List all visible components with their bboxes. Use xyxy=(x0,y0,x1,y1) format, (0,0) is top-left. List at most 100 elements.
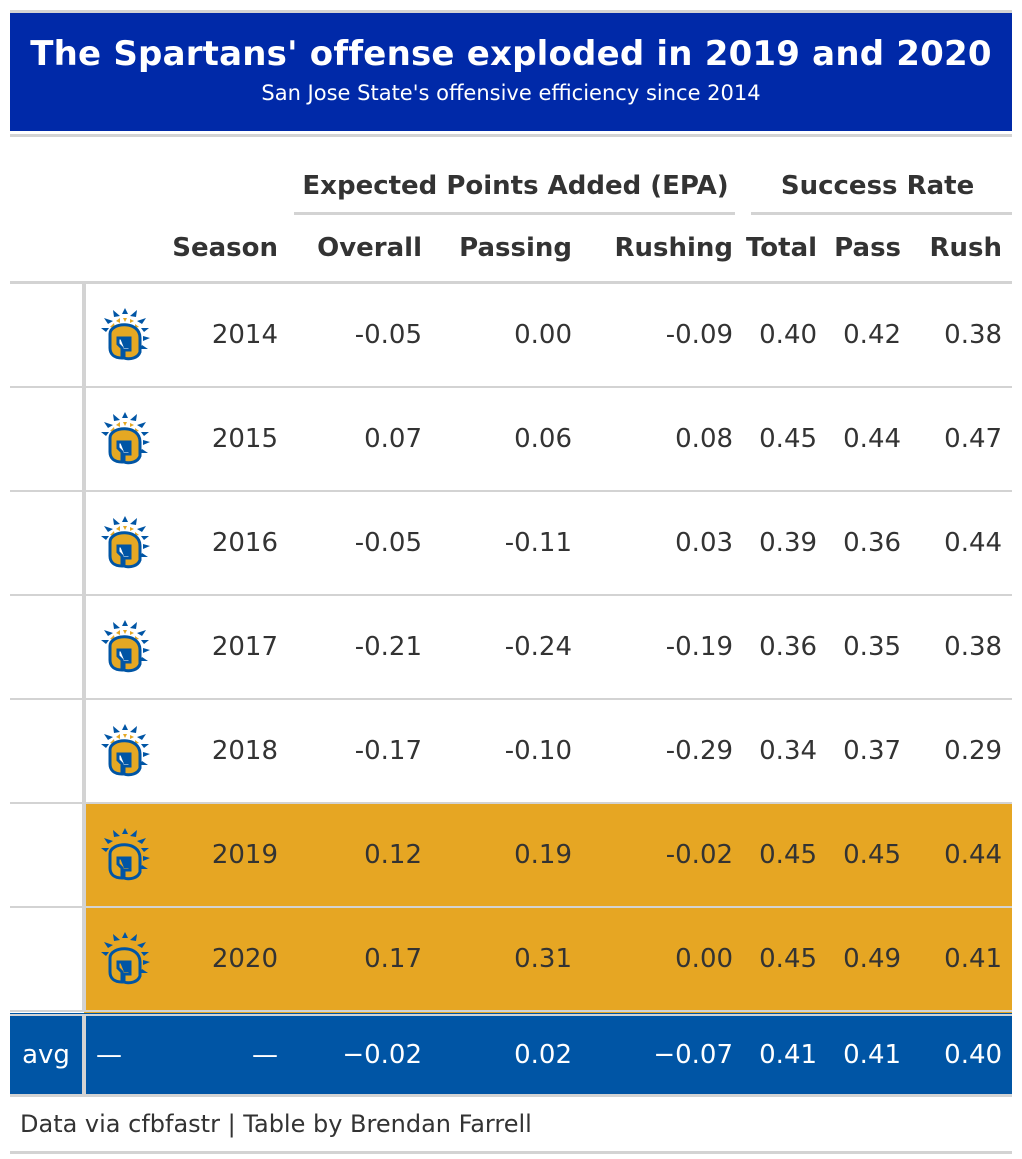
column-header-row: Season Overall Passing Rushing Total Pas… xyxy=(10,215,1013,284)
rushing-cell: 0.08 xyxy=(582,387,744,492)
table-row: 2017 -0.21 -0.24 -0.19 0.36 0.35 0.38 xyxy=(10,595,1013,700)
passing-cell: 0.19 xyxy=(432,803,582,908)
summary-season: — xyxy=(162,1013,288,1094)
spanner-row: Expected Points Added (EPA) Success Rate xyxy=(10,137,1013,215)
table-row: 2020 0.17 0.31 0.00 0.45 0.49 0.41 xyxy=(10,907,1013,1016)
pass-cell: 0.37 xyxy=(827,699,912,804)
spartan-helmet-icon xyxy=(101,620,150,673)
season-cell: 2017 xyxy=(162,595,288,700)
pass-cell: 0.44 xyxy=(827,387,912,492)
spartan-helmet-icon xyxy=(101,932,150,985)
season-header: Season xyxy=(162,215,288,284)
passing-cell: -0.11 xyxy=(432,491,582,596)
rushing-cell: 0.03 xyxy=(582,491,744,596)
row-stub xyxy=(10,595,86,700)
rushing-cell: -0.29 xyxy=(582,699,744,804)
total-cell: 0.40 xyxy=(743,282,828,388)
spartan-helmet-icon xyxy=(101,724,150,777)
table-row: 2015 0.07 0.06 0.08 0.45 0.44 0.47 xyxy=(10,387,1013,492)
rush-cell: 0.38 xyxy=(911,595,1013,700)
overall-cell: -0.05 xyxy=(288,491,432,596)
table-body: 2014 -0.05 0.00 -0.09 0.40 0.42 0.38 2015 0.07 0… xyxy=(10,282,1013,1016)
success-spanner-label: Success Rate xyxy=(780,171,975,201)
rush-cell: 0.44 xyxy=(911,491,1013,596)
source-note: Data via cfbfastr | Table by Brendan Far… xyxy=(10,1094,1012,1154)
rush-cell: 0.47 xyxy=(911,387,1013,492)
success-spanner: Success Rate xyxy=(743,137,1013,215)
table-row: 2018 -0.17 -0.10 -0.29 0.34 0.37 0.29 xyxy=(10,699,1013,804)
summary-row: avg — — −0.02 0.02 −0.07 0.41 0.41 0.40 xyxy=(10,1013,1013,1094)
pass-header: Pass xyxy=(827,215,912,284)
rush-cell: 0.29 xyxy=(911,699,1013,804)
epa-spanner: Expected Points Added (EPA) xyxy=(288,137,743,215)
passing-cell: -0.24 xyxy=(432,595,582,700)
pass-cell: 0.42 xyxy=(827,282,912,388)
table-container: The Spartans' offense exploded in 2019 a… xyxy=(10,10,1013,1154)
passing-cell: 0.31 xyxy=(432,907,582,1016)
table-row: 2019 0.12 0.19 -0.02 0.45 0.45 0.44 xyxy=(10,803,1013,908)
total-cell: 0.45 xyxy=(743,803,828,908)
row-stub xyxy=(10,491,86,596)
title-bar: The Spartans' offense exploded in 2019 a… xyxy=(10,13,1012,131)
rushing-cell: -0.09 xyxy=(582,282,744,388)
summary-total: 0.41 xyxy=(743,1013,828,1094)
spartan-helmet-icon xyxy=(101,308,150,361)
season-cell: 2019 xyxy=(162,803,288,908)
summary-pass: 0.41 xyxy=(827,1013,912,1094)
logo-cell xyxy=(84,491,162,596)
table-title: The Spartans' offense exploded in 2019 a… xyxy=(30,34,992,74)
table-row: 2014 -0.05 0.00 -0.09 0.40 0.42 0.38 xyxy=(10,282,1013,388)
overall-header: Overall xyxy=(288,215,432,284)
total-cell: 0.45 xyxy=(743,907,828,1016)
passing-cell: 0.06 xyxy=(432,387,582,492)
total-cell: 0.34 xyxy=(743,699,828,804)
pass-cell: 0.45 xyxy=(827,803,912,908)
table-subtitle: San Jose State's offensive efficiency si… xyxy=(261,81,761,105)
summary-overall: −0.02 xyxy=(288,1013,432,1094)
total-cell: 0.45 xyxy=(743,387,828,492)
summary-logo-dash: — xyxy=(84,1013,162,1094)
rush-cell: 0.41 xyxy=(911,907,1013,1016)
rushing-cell: -0.19 xyxy=(582,595,744,700)
overall-cell: -0.17 xyxy=(288,699,432,804)
summary-rush: 0.40 xyxy=(911,1013,1013,1094)
spartan-helmet-icon xyxy=(101,516,150,569)
total-cell: 0.39 xyxy=(743,491,828,596)
pass-cell: 0.36 xyxy=(827,491,912,596)
season-cell: 2015 xyxy=(162,387,288,492)
pass-cell: 0.35 xyxy=(827,595,912,700)
overall-cell: 0.12 xyxy=(288,803,432,908)
spartan-helmet-icon xyxy=(101,828,150,881)
season-cell: 2020 xyxy=(162,907,288,1016)
table-row: 2016 -0.05 -0.11 0.03 0.39 0.36 0.44 xyxy=(10,491,1013,596)
summary-rushing: −0.07 xyxy=(582,1013,744,1094)
summary-label: avg xyxy=(10,1013,86,1094)
passing-cell: 0.00 xyxy=(432,282,582,388)
row-stub xyxy=(10,282,86,388)
logo-header xyxy=(84,215,162,284)
season-cell: 2016 xyxy=(162,491,288,596)
rush-cell: 0.38 xyxy=(911,282,1013,388)
logo-cell xyxy=(84,387,162,492)
overall-cell: -0.05 xyxy=(288,282,432,388)
rush-cell: 0.44 xyxy=(911,803,1013,908)
logo-cell xyxy=(84,282,162,388)
epa-spanner-label: Expected Points Added (EPA) xyxy=(302,171,729,201)
overall-cell: 0.17 xyxy=(288,907,432,1016)
logo-cell xyxy=(84,595,162,700)
row-stub xyxy=(10,803,86,908)
overall-cell: -0.21 xyxy=(288,595,432,700)
logo-cell xyxy=(84,803,162,908)
passing-header: Passing xyxy=(432,215,582,284)
overall-cell: 0.07 xyxy=(288,387,432,492)
summary-passing: 0.02 xyxy=(432,1013,582,1094)
efficiency-table: Expected Points Added (EPA) Success Rate… xyxy=(10,137,1013,1094)
logo-cell xyxy=(84,907,162,1016)
total-cell: 0.36 xyxy=(743,595,828,700)
total-header: Total xyxy=(743,215,828,284)
rushing-cell: -0.02 xyxy=(582,803,744,908)
season-cell: 2018 xyxy=(162,699,288,804)
row-stub xyxy=(10,907,86,1016)
row-stub xyxy=(10,387,86,492)
stub-header xyxy=(10,215,84,284)
